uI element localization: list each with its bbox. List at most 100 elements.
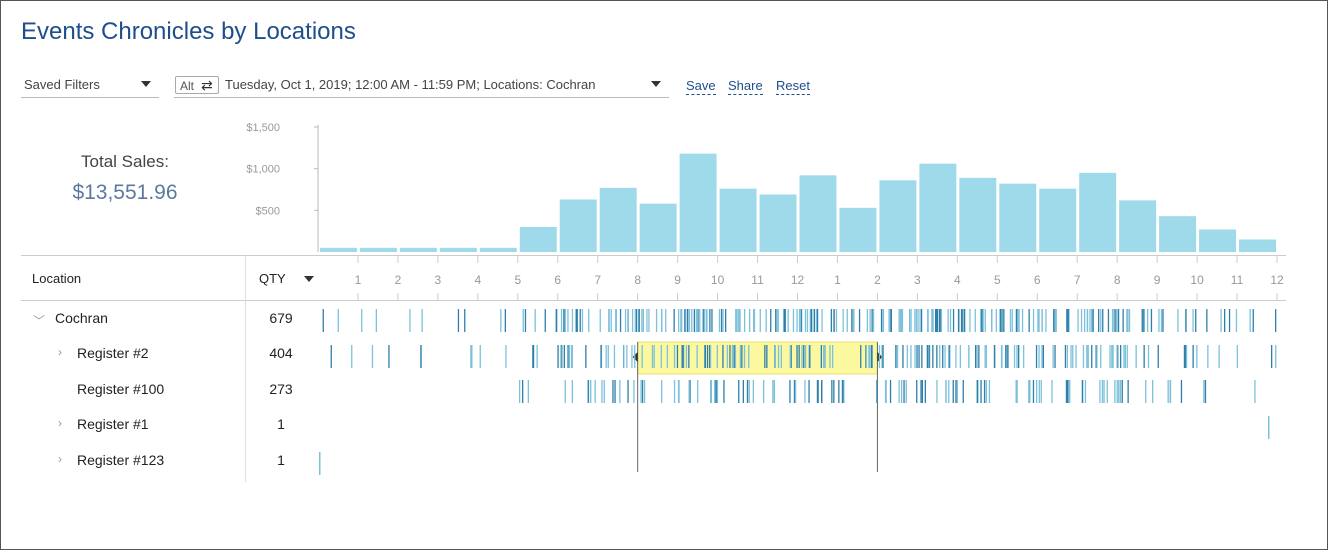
event-tick [691, 309, 693, 332]
expand-chevron-icon[interactable]: › [58, 345, 62, 359]
event-tick [980, 309, 982, 332]
event-tick [634, 345, 636, 368]
event-tick [524, 309, 527, 332]
alt-toggle-button[interactable]: Alt ⇄ [175, 76, 219, 94]
event-tick [1065, 380, 1068, 403]
event-tick [914, 345, 916, 368]
event-tick [1177, 309, 1179, 332]
event-tick [903, 380, 905, 403]
event-tick [947, 309, 949, 332]
x-tick-label: 11 [751, 273, 764, 287]
event-tick [813, 309, 815, 332]
event-tick [648, 309, 650, 332]
event-tick [944, 345, 946, 368]
event-tick [330, 345, 332, 368]
event-tick [1275, 345, 1277, 368]
expand-chevron-icon[interactable]: › [58, 416, 62, 430]
location-column-header[interactable]: Location [32, 271, 82, 286]
filter-selector[interactable]: Alt ⇄ Tuesday, Oct 1, 2019; 12:00 AM - 1… [174, 70, 669, 98]
event-tick [722, 309, 724, 332]
event-tick [820, 345, 822, 368]
event-tick [765, 309, 767, 332]
event-tick [962, 380, 964, 403]
x-tick-label: 6 [1034, 273, 1041, 287]
event-tick [627, 309, 629, 332]
event-tick [763, 380, 765, 403]
event-tick [983, 380, 986, 403]
x-tick-label: 6 [554, 273, 561, 287]
event-tick [532, 345, 534, 368]
collapse-chevron-icon[interactable]: ﹀ [33, 314, 46, 328]
caret-down-icon [651, 81, 661, 87]
event-tick [706, 309, 708, 332]
event-tick [748, 345, 750, 368]
event-tick [1102, 309, 1104, 332]
event-tick [1195, 309, 1197, 332]
event-tick [900, 309, 903, 332]
event-tick [1005, 345, 1007, 368]
event-tick [898, 309, 900, 332]
event-tick [1143, 345, 1145, 368]
event-tick [603, 380, 605, 403]
event-tick [1068, 380, 1070, 403]
event-tick [634, 309, 636, 332]
event-tick [731, 345, 734, 368]
event-tick [409, 309, 411, 332]
event-tick [615, 309, 617, 332]
event-tick [706, 345, 709, 368]
row-label-register-123: Register #123 [77, 452, 165, 468]
saved-filters-dropdown[interactable]: Saved Filters [21, 70, 159, 98]
event-tick [641, 380, 644, 403]
event-tick [772, 380, 774, 403]
event-tick [737, 309, 739, 332]
save-link[interactable]: Save [686, 78, 716, 95]
event-tick [568, 345, 571, 368]
event-tick [962, 309, 964, 332]
sort-desc-icon[interactable] [304, 276, 314, 282]
event-tick [1249, 309, 1251, 332]
share-link[interactable]: Share [728, 78, 763, 95]
event-tick [1091, 309, 1093, 332]
event-tick [557, 345, 559, 368]
selection-range [637, 341, 878, 375]
event-tick [1236, 345, 1238, 368]
event-tick [842, 309, 844, 332]
event-tick [968, 345, 970, 368]
event-tick [1086, 345, 1088, 368]
event-tick [1064, 345, 1067, 368]
event-tick [796, 345, 798, 368]
event-tick [638, 309, 640, 332]
event-tick [1118, 380, 1120, 403]
event-tick [1128, 309, 1131, 332]
event-tick [809, 345, 811, 368]
page-title: Events Chronicles by Locations [21, 18, 356, 45]
expand-chevron-icon[interactable]: › [58, 452, 62, 466]
event-tick [1228, 309, 1231, 332]
y-tick-label: $1,000 [246, 164, 280, 176]
event-tick [910, 309, 912, 332]
event-tick [960, 309, 963, 332]
event-tick [984, 345, 986, 368]
reset-link[interactable]: Reset [776, 78, 810, 95]
event-tick [927, 309, 929, 332]
event-tick [833, 380, 835, 403]
event-tick [936, 345, 938, 368]
table-header-divider [21, 300, 1286, 301]
event-tick [759, 309, 761, 332]
event-tick [544, 309, 546, 332]
event-tick [945, 380, 947, 403]
event-tick [661, 309, 663, 332]
event-tick [872, 309, 875, 332]
row-qty-register-1: 1 [277, 416, 285, 432]
event-tick [876, 380, 878, 403]
event-tick [1038, 380, 1040, 403]
event-tick [718, 309, 721, 332]
event-tick [774, 345, 776, 368]
event-tick [940, 309, 943, 332]
qty-column-header[interactable]: QTY [259, 271, 286, 286]
event-tick [1015, 380, 1017, 403]
event-tick [742, 380, 744, 403]
event-tick [909, 309, 911, 332]
table-top-divider [21, 255, 1286, 256]
